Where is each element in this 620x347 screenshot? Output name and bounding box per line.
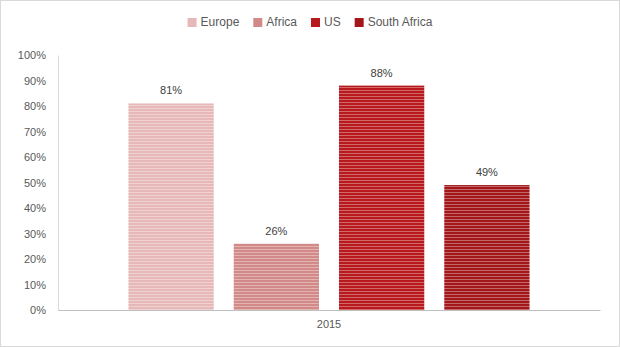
legend-item: US [311, 15, 341, 29]
y-tick-label: 90% [24, 75, 46, 87]
plot: 0% 10% 20% 30% 40% 50% 60% 70% 80% 90% 100% 2015 81%… [18, 49, 601, 330]
x-tick-label: 2015 [317, 318, 341, 330]
y-tick: 60% [24, 151, 58, 163]
legend-label: Europe [201, 15, 240, 29]
y-tick-label: 50% [24, 177, 46, 189]
legend-swatch [311, 18, 320, 27]
y-tick: 30% [24, 228, 58, 240]
y-tick: 80% [24, 100, 58, 112]
y-tick: 10% [24, 279, 58, 291]
data-label: 81% [160, 84, 182, 96]
legend-item: South Africa [355, 15, 433, 29]
data-labels: 81% 26% 88% 49% [160, 67, 498, 237]
y-tick: 70% [24, 126, 58, 138]
legend-swatch [188, 18, 197, 27]
y-tick: 40% [24, 202, 58, 214]
y-axis-line [58, 56, 59, 311]
bar [339, 86, 424, 310]
y-tick-label: 30% [24, 228, 46, 240]
y-tick: 100% [18, 49, 58, 61]
y-tick: 90% [24, 75, 58, 87]
y-tick-label: 70% [24, 126, 46, 138]
legend-item: Africa [253, 15, 297, 29]
y-tick: 50% [24, 177, 58, 189]
y-tick-label: 60% [24, 151, 46, 163]
y-tick-label: 80% [24, 100, 46, 112]
legend-label: Africa [266, 15, 297, 29]
legend-label: US [324, 15, 341, 29]
bar [128, 103, 213, 310]
legend-swatch [355, 18, 364, 27]
x-axis: 2015 [59, 310, 601, 330]
bar [234, 244, 319, 310]
data-label: 26% [265, 225, 287, 237]
legend-label: South Africa [368, 15, 433, 29]
data-label: 49% [476, 166, 498, 178]
y-tick-label: 100% [18, 49, 46, 61]
chart-frame [1, 1, 620, 347]
y-tick: 20% [24, 253, 58, 265]
data-label: 88% [371, 67, 393, 79]
bars [128, 86, 529, 310]
y-tick-label: 10% [24, 279, 46, 291]
chart: 0% 10% 20% 30% 40% 50% 60% 70% 80% 90% 100% 2015 81%… [0, 0, 620, 347]
x-axis-line [59, 310, 601, 311]
bar [444, 185, 529, 310]
y-tick: 0% [30, 304, 58, 316]
legend-item: Europe [188, 15, 240, 29]
legend-swatch [253, 18, 262, 27]
y-tick-label: 0% [30, 304, 46, 316]
y-axis: 0% 10% 20% 30% 40% 50% 60% 70% 80% 90% 100% [18, 49, 59, 316]
legend: Europe Africa US South Africa [188, 15, 433, 29]
y-tick-label: 40% [24, 202, 46, 214]
y-tick-label: 20% [24, 253, 46, 265]
x-tick: 2015 [317, 310, 341, 330]
